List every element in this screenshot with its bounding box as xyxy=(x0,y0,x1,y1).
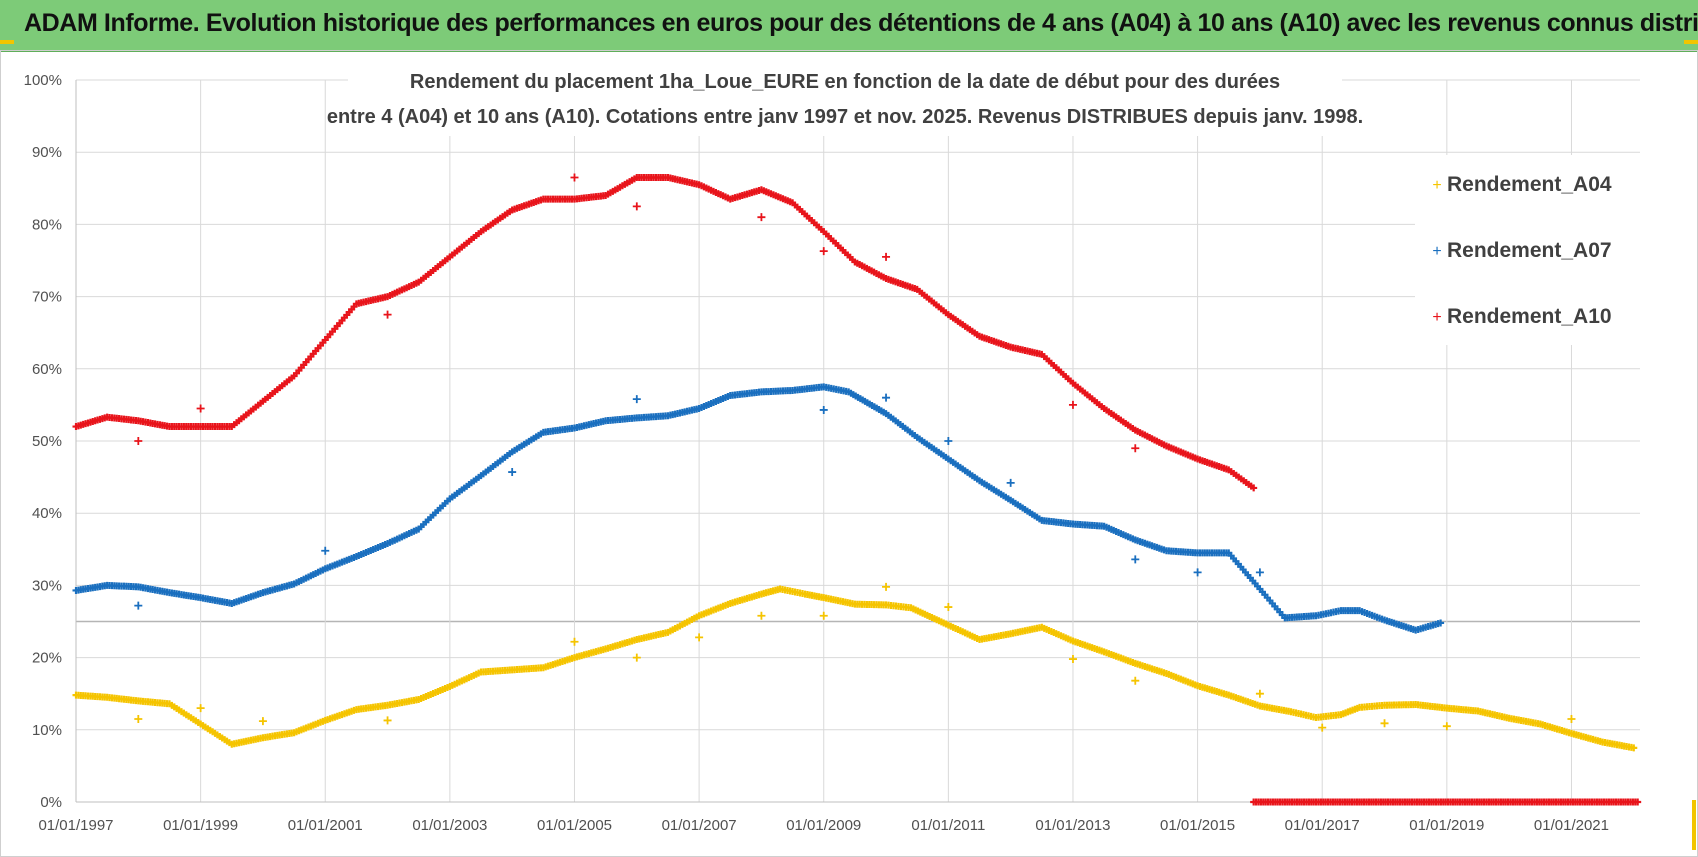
legend-label-a04: Rendement_A04 xyxy=(1447,173,1612,196)
x-tick-label: 01/01/1999 xyxy=(163,817,238,834)
outlier-point xyxy=(882,393,891,402)
legend-marker-a07: + xyxy=(1432,243,1441,260)
series-rendement_a10 xyxy=(72,173,1642,806)
legend-marker-a10: + xyxy=(1432,309,1441,326)
x-tick-label: 01/01/2019 xyxy=(1409,817,1484,834)
outlier-point xyxy=(196,704,205,713)
outlier-point xyxy=(196,404,205,413)
outlier-point xyxy=(882,582,891,591)
chart-title-line-2: entre 4 (A04) et 10 ans (A10). Cotations… xyxy=(327,106,1363,128)
title-background xyxy=(348,64,1342,136)
series-layer xyxy=(72,173,1642,806)
x-tick-label: 01/01/2013 xyxy=(1035,817,1110,834)
outlier-point xyxy=(570,173,579,182)
x-tick-label: 01/01/1997 xyxy=(38,817,113,834)
x-tick-label: 01/01/2007 xyxy=(662,817,737,834)
x-tick-label: 01/01/2011 xyxy=(911,817,985,834)
outlier-point xyxy=(134,714,143,723)
y-tick-label: 40% xyxy=(32,505,62,522)
outlier-point xyxy=(757,213,766,222)
x-axis-labels: 01/01/1997 01/01/1999 01/01/2001 01/01/2003… xyxy=(38,817,1609,834)
outlier-point xyxy=(757,611,766,620)
corner-mark-bottom-right xyxy=(1692,800,1696,850)
report-banner: ADAM Informe. Evolution historique des p… xyxy=(0,0,1698,52)
series-rendement_a07 xyxy=(72,383,1445,634)
y-axis-labels: 0% 10% 20% 30% 40% 50% 60% 70% 80% 90% 100% xyxy=(24,72,62,811)
outlier-point xyxy=(632,202,641,211)
outlier-point xyxy=(882,252,891,261)
data-point xyxy=(1630,744,1638,752)
y-tick-label: 50% xyxy=(32,433,62,450)
outlier-point xyxy=(1131,676,1140,685)
outlier-point xyxy=(1131,555,1140,564)
zero-point xyxy=(1634,798,1642,806)
y-tick-label: 70% xyxy=(32,289,62,306)
outlier-point xyxy=(819,247,828,256)
x-tick-label: 01/01/2017 xyxy=(1285,817,1360,834)
x-tick-label: 01/01/2009 xyxy=(786,817,861,834)
legend-marker-a04: + xyxy=(1432,177,1441,194)
outlier-point xyxy=(944,437,953,445)
data-point xyxy=(1437,619,1445,627)
outlier-point xyxy=(383,716,392,725)
outlier-point xyxy=(819,405,828,414)
outlier-point xyxy=(1318,723,1327,732)
outlier-point xyxy=(695,633,704,642)
y-tick-label: 100% xyxy=(24,72,62,89)
outlier-point xyxy=(134,437,143,445)
outlier-point xyxy=(1255,689,1264,698)
outlier-point xyxy=(1567,714,1576,723)
legend: + Rendement_A04 + Rendement_A07 + Rendem… xyxy=(1415,155,1645,345)
x-tick-label: 01/01/2021 xyxy=(1534,817,1609,834)
legend-background xyxy=(1415,155,1645,345)
y-tick-label: 10% xyxy=(32,722,62,739)
y-tick-label: 20% xyxy=(32,650,62,667)
series-rendement_a04 xyxy=(72,582,1638,752)
y-tick-label: 90% xyxy=(32,144,62,161)
outlier-point xyxy=(134,601,143,610)
y-tick-label: 80% xyxy=(32,216,62,233)
outlier-point xyxy=(1193,568,1202,577)
outlier-point xyxy=(632,653,641,662)
x-tick-label: 01/01/2005 xyxy=(537,817,612,834)
outlier-point xyxy=(383,310,392,319)
legend-label-a07: Rendement_A07 xyxy=(1447,239,1612,262)
outlier-point xyxy=(1068,655,1077,664)
outlier-point xyxy=(1068,400,1077,409)
outlier-point xyxy=(1380,719,1389,728)
report-title: ADAM Informe. Evolution historique des p… xyxy=(24,9,1698,37)
corner-mark-top-left xyxy=(0,40,14,44)
x-tick-label: 01/01/2015 xyxy=(1160,817,1235,834)
outlier-point xyxy=(944,603,953,612)
outlier-point xyxy=(819,611,828,620)
corner-mark-top-right xyxy=(1684,40,1698,44)
y-tick-label: 60% xyxy=(32,361,62,378)
outlier-point xyxy=(321,546,330,555)
outlier-point xyxy=(570,637,579,646)
outlier-point xyxy=(508,468,517,477)
outlier-point xyxy=(1442,722,1451,731)
y-tick-label: 0% xyxy=(40,794,62,811)
grid-layer xyxy=(75,79,1640,803)
chart-title-line-1: Rendement du placement 1ha_Loue_EURE en … xyxy=(410,71,1280,93)
x-tick-label: 01/01/2003 xyxy=(412,817,487,834)
legend-label-a10: Rendement_A10 xyxy=(1447,305,1612,328)
outlier-point xyxy=(632,395,641,404)
y-tick-label: 30% xyxy=(32,577,62,594)
outlier-point xyxy=(258,717,267,726)
outlier-point xyxy=(1131,444,1140,453)
outlier-point xyxy=(1255,568,1264,577)
outlier-point xyxy=(1006,478,1015,487)
data-point xyxy=(1250,484,1258,492)
x-tick-label: 01/01/2001 xyxy=(288,817,363,834)
